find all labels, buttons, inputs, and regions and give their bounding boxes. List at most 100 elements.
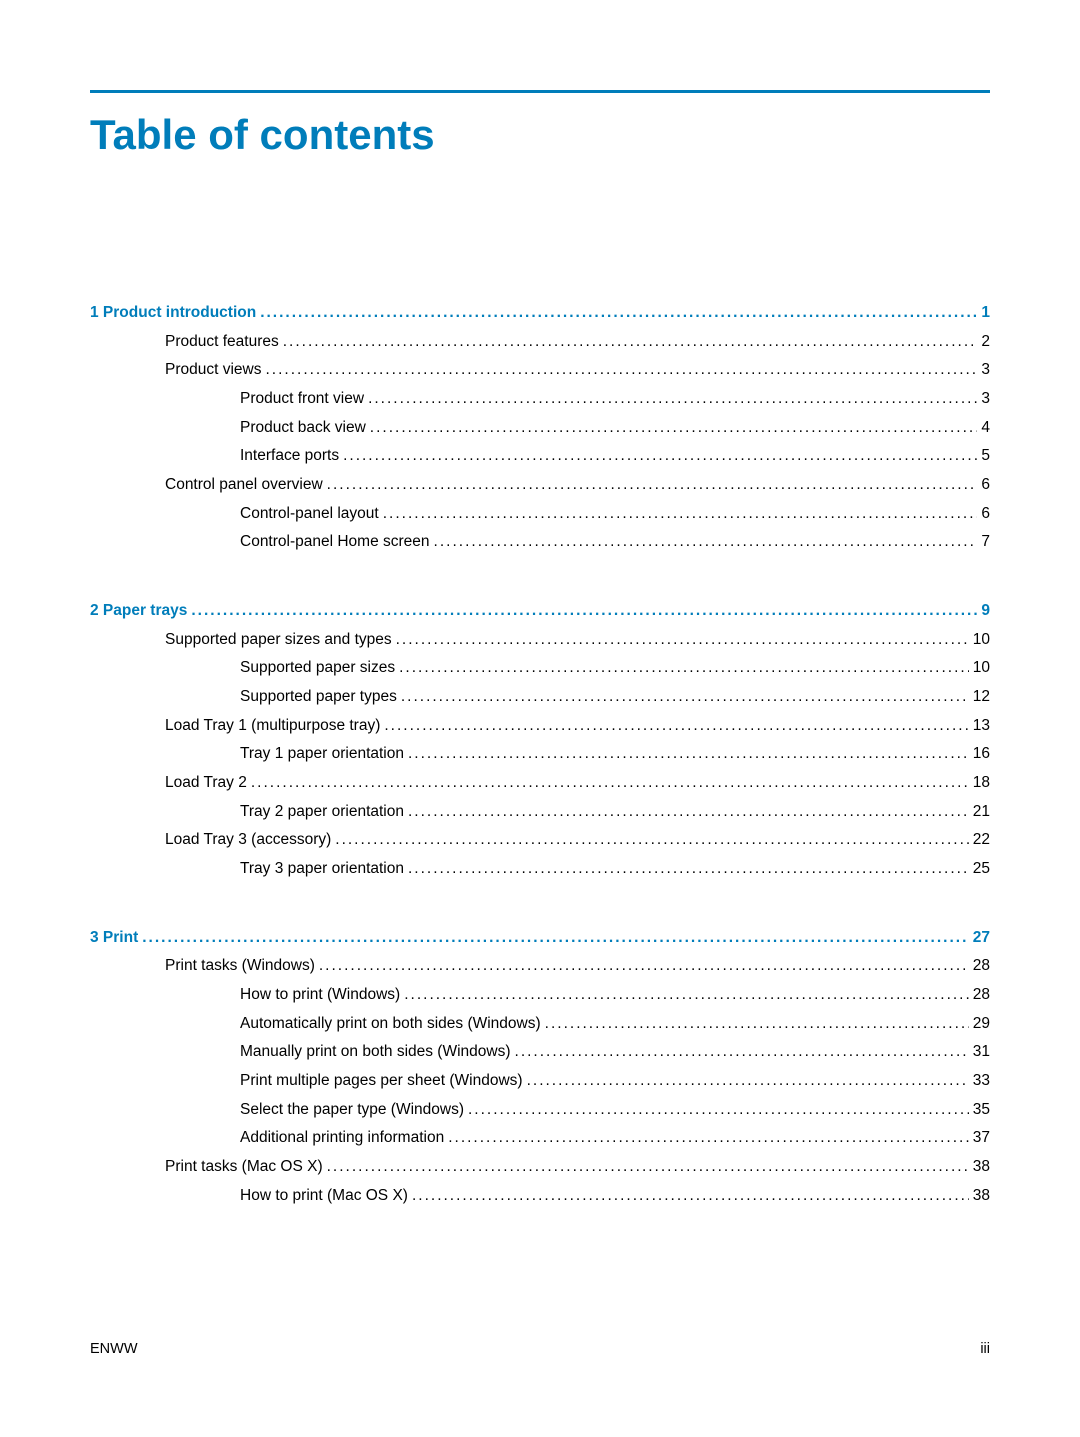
toc-chapter-label: 3 Print [90,924,138,953]
toc-entry-label: Product back view [240,414,366,443]
toc-chapter-row[interactable]: 2 Paper trays9 [90,597,990,626]
toc-entry-label: Product front view [240,385,364,414]
toc-leader [283,328,978,357]
toc-entry-row[interactable]: How to print (Windows) 28 [90,981,990,1010]
toc-entry-page: 37 [973,1124,990,1153]
toc-leader [515,1038,969,1067]
toc-leader [260,299,977,328]
footer-left: ENWW [90,1341,138,1357]
toc-entry-row[interactable]: Additional printing information 37 [90,1124,990,1153]
toc-entry-row[interactable]: Supported paper sizes and types 10 [90,626,990,655]
toc-entry-label: Interface ports [240,442,339,471]
toc-entry-page: 6 [981,471,990,500]
toc-entry-row[interactable]: Product front view3 [90,385,990,414]
toc-entry-row[interactable]: Load Tray 3 (accessory) 22 [90,826,990,855]
toc-entry-page: 31 [973,1038,990,1067]
toc-entry-page: 10 [973,654,990,683]
toc-entry-page: 7 [981,528,990,557]
toc-entry-label: Load Tray 1 (multipurpose tray) [165,712,380,741]
toc-entry-label: Print multiple pages per sheet (Windows) [240,1067,523,1096]
toc-entry-row[interactable]: Print tasks (Windows) 28 [90,952,990,981]
toc-leader [401,683,969,712]
toc-entry-page: 29 [973,1010,990,1039]
toc-entry-page: 28 [973,981,990,1010]
toc-entry-row[interactable]: Control panel overview6 [90,471,990,500]
toc-entry-row[interactable]: Automatically print on both sides (Windo… [90,1010,990,1039]
toc-entry-page: 28 [973,952,990,981]
toc-chapter-row[interactable]: 1 Product introduction1 [90,299,990,328]
toc-entry-row[interactable]: Supported paper sizes10 [90,654,990,683]
page-title: Table of contents [90,111,990,159]
toc-leader [370,414,978,443]
toc-entry-row[interactable]: Tray 2 paper orientation21 [90,798,990,827]
toc-leader [251,769,969,798]
toc-entry-label: Tray 3 paper orientation [240,855,404,884]
toc-entry-page: 16 [973,740,990,769]
toc-entry-label: Product features [165,328,279,357]
toc-entry-row[interactable]: Load Tray 2 18 [90,769,990,798]
toc-entry-row[interactable]: Tray 1 paper orientation16 [90,740,990,769]
footer-right: iii [980,1341,990,1357]
toc-entry-page: 12 [973,683,990,712]
toc-entry-label: Additional printing information [240,1124,444,1153]
toc-section: 2 Paper trays9Supported paper sizes and … [90,597,990,884]
toc-entry-row[interactable]: Product views3 [90,356,990,385]
toc-entry-page: 5 [981,442,990,471]
toc-leader [545,1010,969,1039]
toc-entry-row[interactable]: Interface ports 5 [90,442,990,471]
toc-entry-page: 13 [973,712,990,741]
toc-leader [368,385,977,414]
toc-entry-label: Load Tray 2 [165,769,247,798]
toc-entry-page: 25 [973,855,990,884]
toc-entry-row[interactable]: Product features 2 [90,328,990,357]
toc-entry-label: How to print (Windows) [240,981,400,1010]
toc-leader [468,1096,969,1125]
toc-entry-label: Supported paper sizes and types [165,626,392,655]
toc-entry-row[interactable]: Supported paper types 12 [90,683,990,712]
toc-entry-page: 38 [973,1153,990,1182]
toc-entry-row[interactable]: How to print (Mac OS X)38 [90,1182,990,1211]
toc-entry-row[interactable]: Select the paper type (Windows)35 [90,1096,990,1125]
toc-entry-page: 3 [981,356,990,385]
toc-chapter-page: 1 [981,299,990,328]
toc-entry-page: 38 [973,1182,990,1211]
toc-entry-label: Automatically print on both sides (Windo… [240,1010,541,1039]
toc-leader [527,1067,969,1096]
toc-entry-label: Load Tray 3 (accessory) [165,826,331,855]
toc-leader [408,855,969,884]
toc-entry-page: 22 [973,826,990,855]
toc-leader [319,952,969,981]
toc-leader [408,740,969,769]
toc-entry-row[interactable]: Control-panel layout6 [90,500,990,529]
toc-leader [191,597,977,626]
toc-section: 3 Print27Print tasks (Windows)28How to p… [90,924,990,1211]
toc-entry-row[interactable]: Load Tray 1 (multipurpose tray) 13 [90,712,990,741]
toc-chapter-row[interactable]: 3 Print 27 [90,924,990,953]
toc-entry-page: 2 [981,328,990,357]
toc-leader [412,1182,969,1211]
toc-leader [404,981,969,1010]
toc-leader [343,442,977,471]
toc-entry-label: Manually print on both sides (Windows) [240,1038,511,1067]
toc-entry-row[interactable]: Tray 3 paper orientation 25 [90,855,990,884]
toc-entry-label: Print tasks (Windows) [165,952,315,981]
toc-entry-row[interactable]: Print tasks (Mac OS X)38 [90,1153,990,1182]
toc-chapter-page: 27 [973,924,990,953]
toc-leader [399,654,969,683]
toc-entry-row[interactable]: Manually print on both sides (Windows) 31 [90,1038,990,1067]
toc-leader [327,471,978,500]
toc-entry-label: Select the paper type (Windows) [240,1096,464,1125]
toc-entry-page: 18 [973,769,990,798]
toc-entry-row[interactable]: Control-panel Home screen7 [90,528,990,557]
toc-entry-label: Supported paper types [240,683,397,712]
top-rule [90,90,990,93]
toc-entry-page: 10 [973,626,990,655]
toc-section: 1 Product introduction1Product features 2… [90,299,990,557]
toc-entry-row[interactable]: Print multiple pages per sheet (Windows)… [90,1067,990,1096]
toc-leader [408,798,969,827]
footer: ENWW iii [90,1341,990,1357]
toc-entry-label: Control-panel layout [240,500,379,529]
toc-leader [265,356,977,385]
toc-entry-row[interactable]: Product back view4 [90,414,990,443]
toc-leader [384,712,968,741]
